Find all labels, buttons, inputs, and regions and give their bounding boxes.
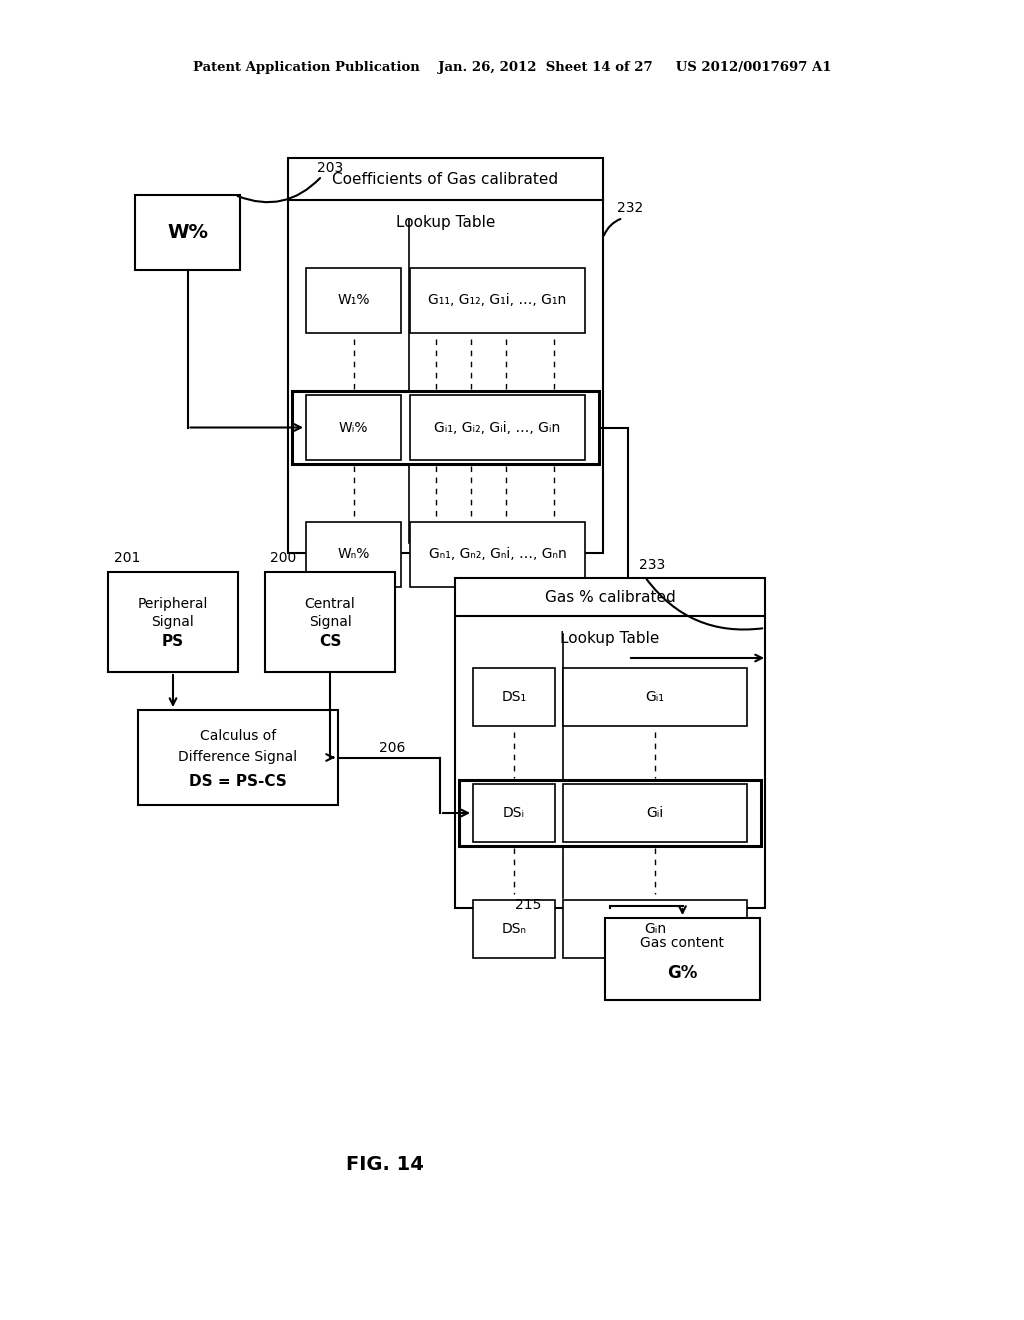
Text: Wᵢ%: Wᵢ% bbox=[339, 421, 369, 434]
Bar bbox=[292, 391, 599, 465]
Text: Lookup Table: Lookup Table bbox=[560, 631, 659, 645]
Text: FIG. 14: FIG. 14 bbox=[346, 1155, 424, 1175]
Bar bbox=[605, 917, 760, 1001]
Text: Peripheral: Peripheral bbox=[138, 597, 208, 611]
Text: DS₁: DS₁ bbox=[502, 690, 526, 704]
Text: Coefficients of Gas calibrated: Coefficients of Gas calibrated bbox=[333, 172, 558, 186]
Bar bbox=[563, 668, 746, 726]
Text: Gₙ₁, Gₙ₂, Gₙi, …, Gₙn: Gₙ₁, Gₙ₂, Gₙi, …, Gₙn bbox=[429, 548, 566, 561]
Text: G%: G% bbox=[668, 964, 697, 982]
Bar bbox=[410, 521, 585, 587]
Text: 206: 206 bbox=[379, 741, 406, 755]
Text: 233: 233 bbox=[639, 558, 666, 572]
Bar bbox=[455, 578, 765, 908]
Bar bbox=[410, 395, 585, 459]
Text: Patent Application Publication    Jan. 26, 2012  Sheet 14 of 27     US 2012/0017: Patent Application Publication Jan. 26, … bbox=[193, 62, 831, 74]
Text: Difference Signal: Difference Signal bbox=[178, 751, 298, 764]
Text: Gᵢn: Gᵢn bbox=[644, 921, 666, 936]
Text: Gᵢ₁: Gᵢ₁ bbox=[645, 690, 665, 704]
Bar bbox=[288, 158, 603, 553]
Text: Gᵢ₁, Gᵢ₂, Gᵢi, …, Gᵢn: Gᵢ₁, Gᵢ₂, Gᵢi, …, Gᵢn bbox=[434, 421, 560, 434]
Bar bbox=[410, 268, 585, 333]
Text: Lookup Table: Lookup Table bbox=[396, 215, 496, 231]
Bar bbox=[306, 521, 401, 587]
Text: 215: 215 bbox=[515, 898, 542, 912]
Bar bbox=[108, 572, 238, 672]
Text: G₁₁, G₁₂, G₁i, …, G₁n: G₁₁, G₁₂, G₁i, …, G₁n bbox=[428, 293, 566, 308]
Bar bbox=[459, 780, 761, 846]
Text: PS: PS bbox=[162, 635, 184, 649]
Text: Signal: Signal bbox=[152, 615, 195, 630]
Text: 203: 203 bbox=[316, 161, 343, 176]
Text: CS: CS bbox=[318, 635, 341, 649]
Bar bbox=[473, 668, 555, 726]
Bar bbox=[306, 395, 401, 459]
Text: DSₙ: DSₙ bbox=[502, 921, 526, 936]
Text: W%: W% bbox=[167, 223, 208, 242]
Text: Gas % calibrated: Gas % calibrated bbox=[545, 590, 676, 605]
Bar bbox=[473, 784, 555, 842]
Text: 232: 232 bbox=[616, 201, 643, 215]
Bar bbox=[563, 900, 746, 958]
Text: W₁%: W₁% bbox=[337, 293, 370, 308]
Bar bbox=[135, 195, 240, 271]
Text: Gas content: Gas content bbox=[640, 936, 725, 950]
Bar bbox=[473, 900, 555, 958]
Text: 200: 200 bbox=[270, 550, 296, 565]
Bar bbox=[265, 572, 395, 672]
Bar bbox=[563, 784, 746, 842]
Text: Gᵢi: Gᵢi bbox=[646, 807, 664, 820]
Text: 201: 201 bbox=[114, 550, 140, 565]
Text: DS = PS-CS: DS = PS-CS bbox=[189, 774, 287, 789]
Text: DSᵢ: DSᵢ bbox=[503, 807, 525, 820]
Bar bbox=[306, 268, 401, 333]
Bar bbox=[138, 710, 338, 805]
Text: Wₙ%: Wₙ% bbox=[337, 548, 370, 561]
Text: Signal: Signal bbox=[308, 615, 351, 630]
Text: Calculus of: Calculus of bbox=[200, 729, 276, 742]
Text: Central: Central bbox=[304, 597, 355, 611]
